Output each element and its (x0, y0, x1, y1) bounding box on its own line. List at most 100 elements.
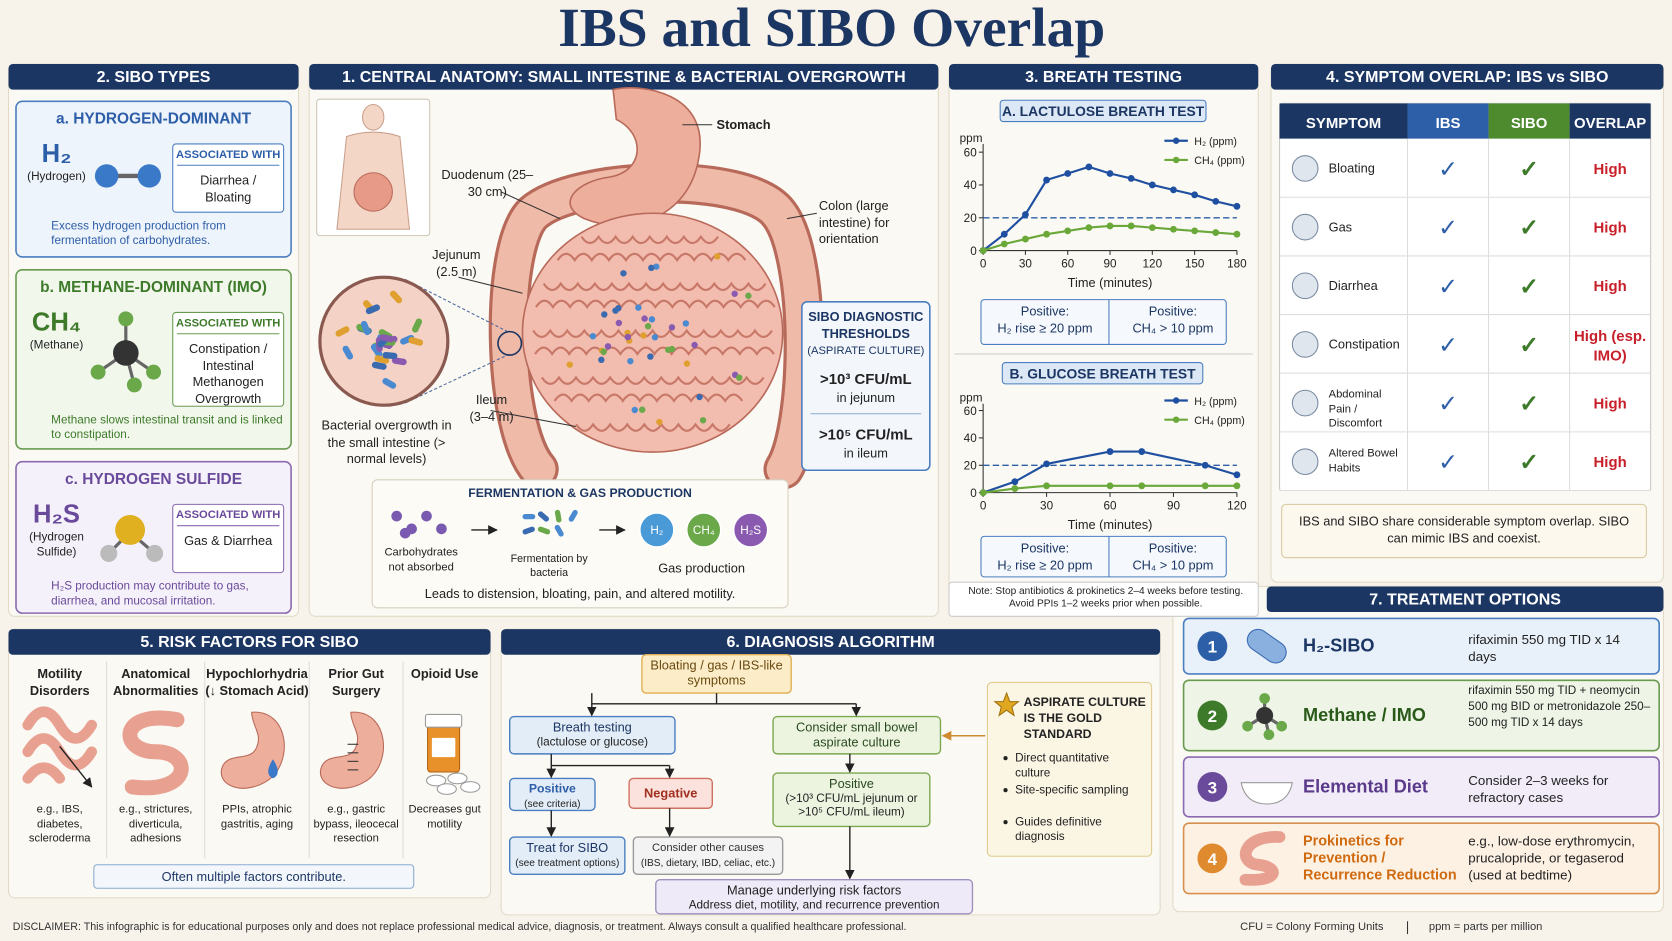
type-card (15, 460, 292, 614)
atom (1242, 720, 1253, 732)
overlap-level: High (1593, 218, 1627, 236)
symptom: Altered Bowel Habits (1328, 446, 1398, 475)
icon (1246, 628, 1287, 664)
gas-label: CH₄ (693, 524, 715, 537)
data-point (1011, 478, 1019, 486)
flow-node (772, 772, 931, 828)
type-name: a. HYDROGEN-DOMINANT (56, 110, 252, 128)
gold-title: ASPIRATE CULTURE IS THE GOLD STANDARD (1023, 696, 1146, 742)
x-tick-label: 90 (1167, 500, 1181, 513)
ibs-check: ✓ (1438, 214, 1458, 241)
bacterium (665, 346, 672, 353)
data-point (1085, 224, 1093, 232)
bacterium (627, 357, 634, 365)
leader-line (500, 191, 561, 220)
x-tick-label: 30 (1040, 500, 1054, 513)
bacterium (382, 378, 397, 389)
carbohydrate (436, 523, 447, 535)
x-tick-label: 0 (980, 500, 987, 513)
intestine-loop (553, 393, 744, 403)
x-tick-label: 60 (1061, 258, 1075, 271)
bacterium (648, 316, 656, 323)
y-tick-label: 20 (964, 460, 978, 473)
treatment-card (1182, 822, 1660, 895)
bacterium (604, 343, 612, 350)
risk-footer: Often multiple factors contribute. (161, 869, 346, 884)
bacterium (537, 526, 551, 535)
bacterium (682, 320, 690, 327)
anatomy-label: Duodenum (25–30 cm) (441, 167, 534, 199)
bacterium (651, 334, 659, 341)
bacterium (714, 253, 721, 260)
column-header (1279, 103, 1408, 139)
panel-heading: 2. SIBO TYPES (96, 68, 211, 87)
fermentation-box (371, 479, 789, 609)
treatment-card (1182, 756, 1660, 818)
panel-heading: 4. SYMPTOM OVERLAP: IBS vs SIBO (1326, 68, 1609, 87)
bacterium (391, 357, 407, 366)
bacterium (379, 334, 395, 343)
overlap-level: High (1593, 394, 1627, 412)
icon (1239, 831, 1286, 886)
bacterium (335, 326, 350, 337)
atom (1256, 706, 1274, 725)
bacterium (668, 324, 676, 331)
data-point (1000, 240, 1008, 248)
symptom-icon (1291, 389, 1319, 417)
criteria-box (980, 299, 1227, 345)
associated-box (172, 143, 285, 213)
y-tick-label: 0 (970, 245, 977, 258)
criteria-label: Positive: (1148, 303, 1198, 319)
column-header (1488, 103, 1570, 139)
bacterium (382, 351, 398, 360)
criteria-label: Positive: (1020, 540, 1070, 556)
anatomy-label: Colon (large intestine) for orientation (818, 198, 890, 247)
flow-node (628, 777, 713, 809)
type-name: c. HYDROGEN SULFIDE (65, 471, 243, 489)
bottle-cap (424, 713, 463, 728)
data-point (1000, 230, 1008, 238)
anatomy-label: Jejunum (2.5 m) (432, 247, 481, 279)
data-point (1043, 482, 1050, 490)
formula: H₂S (33, 500, 80, 529)
atom (90, 364, 106, 380)
risk-name: Anatomical Abnormalities (113, 666, 199, 698)
risk-examples: e.g., IBS, diabetes, scleroderma (28, 802, 91, 845)
overlap-level: High (1593, 277, 1627, 295)
bacterium (691, 341, 698, 349)
x-tick-label: 180 (1227, 258, 1247, 271)
intestine-loop (532, 328, 773, 338)
anatomy-label: Bacterial overgrowth in the small intest… (321, 417, 452, 467)
bacterium (601, 311, 608, 318)
y-tick-label: 60 (964, 405, 978, 418)
column-label: IBS (1435, 114, 1461, 132)
bacterium (371, 361, 387, 370)
bacterium (365, 304, 381, 315)
zoom-target (497, 330, 523, 356)
number-badge (1197, 843, 1228, 874)
carbohydrate (399, 527, 411, 539)
flow-node (772, 715, 942, 755)
pill (425, 774, 447, 787)
summary: IBS and SIBO share considerable symptom … (1299, 513, 1630, 546)
bacterium (554, 524, 564, 537)
symptom-icon (1291, 272, 1319, 300)
flow-node (508, 777, 596, 812)
risk-name: Hypochlorhydria (↓ Stomach Acid) (205, 666, 309, 698)
data-point (1170, 225, 1177, 233)
number: 3 (1208, 778, 1217, 797)
node-label: Manage underlying risk factors (726, 882, 902, 898)
pill (447, 772, 468, 785)
bacterium (412, 318, 423, 333)
threshold-subtitle: (ASPIRATE CULTURE) (807, 344, 925, 358)
ibs-check: ✓ (1438, 331, 1458, 359)
bacterium (554, 509, 562, 523)
symptom-icon (1291, 213, 1319, 241)
bacterium (620, 270, 627, 277)
associated: Constipation / Intestinal Methanogen Ove… (189, 341, 268, 407)
gold-point: Direct quantitative culture (1015, 751, 1110, 780)
bacterium (589, 332, 597, 340)
data-point (1022, 235, 1029, 243)
x-tick-label: 0 (980, 258, 987, 271)
treatment-card (1182, 617, 1660, 675)
